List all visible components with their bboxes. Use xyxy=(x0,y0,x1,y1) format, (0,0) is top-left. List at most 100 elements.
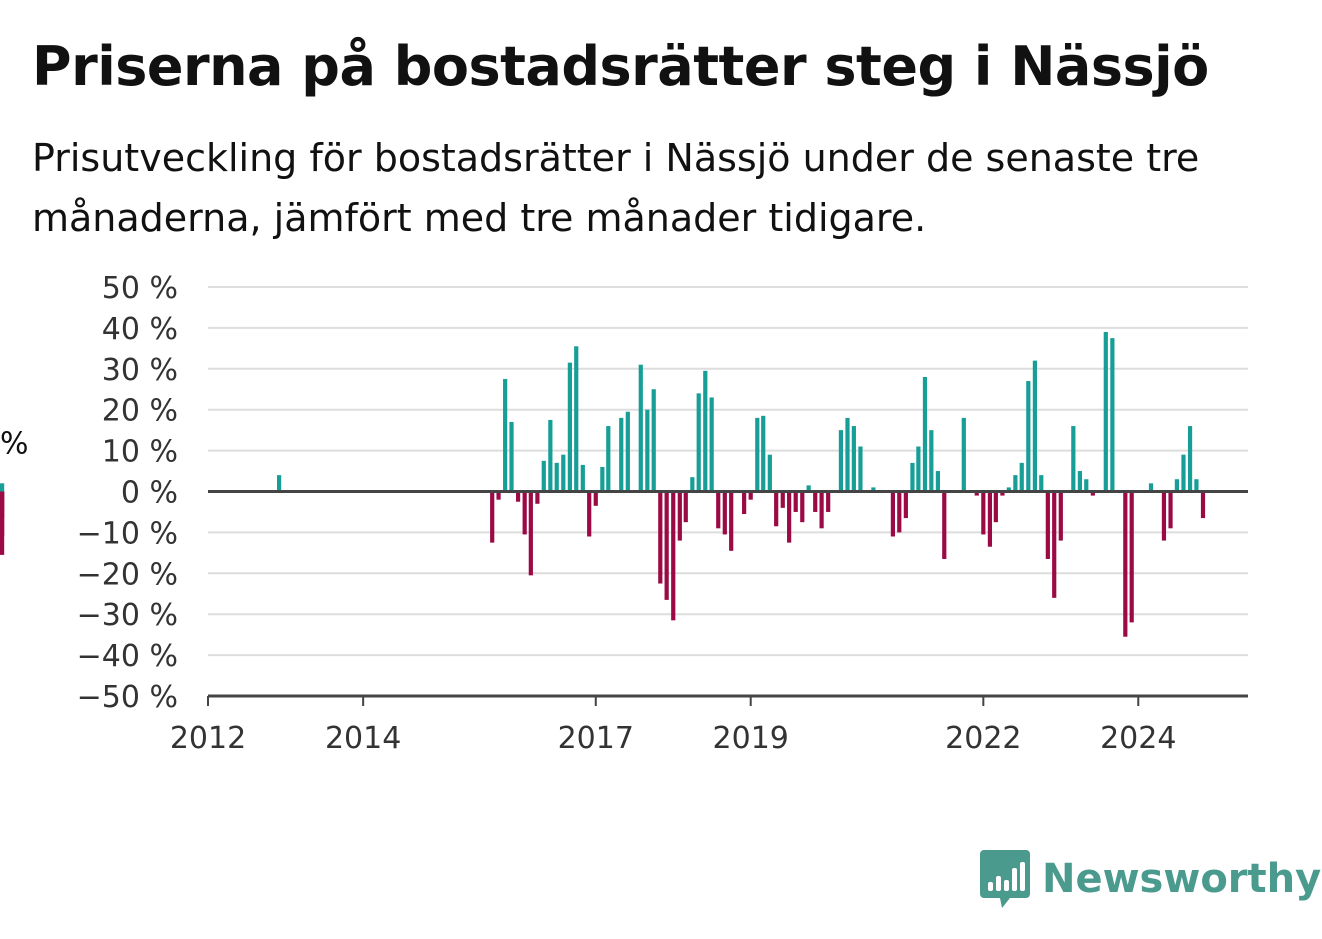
bar xyxy=(761,415,766,492)
bar xyxy=(593,491,598,506)
bar xyxy=(1123,491,1128,637)
bar xyxy=(742,491,747,514)
bar xyxy=(567,362,572,492)
bar xyxy=(755,417,760,492)
bar xyxy=(548,419,553,492)
bar xyxy=(922,376,928,492)
bar xyxy=(1168,491,1173,529)
bar xyxy=(683,491,688,523)
bar xyxy=(1103,331,1108,492)
bar xyxy=(490,491,495,543)
bar xyxy=(800,491,805,523)
bar xyxy=(522,491,527,535)
bar xyxy=(1071,426,1076,492)
bar xyxy=(1200,491,1206,519)
bar xyxy=(987,491,993,547)
bar xyxy=(1174,479,1179,492)
y-tick-label: 0 % xyxy=(121,476,178,511)
bar xyxy=(1129,491,1134,623)
bar xyxy=(780,491,785,508)
x-tick-label: 2014 xyxy=(325,721,401,756)
newsworthy-logo: Newsworthy xyxy=(980,850,1321,908)
bar xyxy=(903,491,908,519)
bar xyxy=(722,491,727,535)
bar xyxy=(871,487,876,492)
bar xyxy=(942,491,947,559)
bar xyxy=(974,491,979,496)
bar xyxy=(664,491,669,600)
bar xyxy=(1000,491,1005,496)
bar xyxy=(1026,381,1031,492)
bar xyxy=(651,389,656,492)
bar xyxy=(528,491,533,576)
bar-chart-speech-bubble-icon xyxy=(980,850,1030,908)
bar xyxy=(1110,338,1115,492)
bar xyxy=(677,491,682,541)
bar xyxy=(535,491,540,504)
chart-subtitle: Prisutveckling för bostadsrätter i Nässj… xyxy=(32,136,1200,240)
bar xyxy=(774,491,779,527)
bar xyxy=(0,483,5,492)
bar xyxy=(625,411,630,492)
bars xyxy=(0,331,1206,637)
y-tick-label: −10 % xyxy=(77,516,178,551)
bar xyxy=(826,491,831,512)
bar xyxy=(587,491,592,537)
brand-name: Newsworthy xyxy=(1042,856,1322,902)
bar xyxy=(1090,491,1095,496)
bar xyxy=(1052,491,1057,598)
x-tick-label: 2024 xyxy=(1100,721,1176,756)
x-tick-label: 2012 xyxy=(170,721,246,756)
bar xyxy=(606,426,611,492)
x-axis: 2012 2014 2017 2019 2022 2024 xyxy=(170,694,1248,756)
bar xyxy=(580,464,585,492)
bar xyxy=(748,491,753,500)
bar xyxy=(1077,471,1083,492)
bar xyxy=(1148,483,1154,492)
y-tick-label: −50 % xyxy=(77,680,178,715)
y-tick-label: −40 % xyxy=(77,639,178,674)
x-tick-label: 2019 xyxy=(713,721,789,756)
bar xyxy=(1194,479,1199,492)
x-tick-label: 2022 xyxy=(945,721,1021,756)
bar xyxy=(1019,462,1024,492)
y-tick-label: 50 % xyxy=(102,271,178,306)
bar xyxy=(716,491,721,529)
y-tick-label: 20 % xyxy=(102,394,178,429)
bar xyxy=(851,426,856,492)
bar xyxy=(1045,491,1050,559)
bar xyxy=(890,491,896,537)
x-tick-label: 2017 xyxy=(558,721,634,756)
bar xyxy=(638,364,643,492)
y-tick-label: −30 % xyxy=(77,598,178,633)
bar xyxy=(897,491,902,533)
bar xyxy=(729,491,734,551)
bar xyxy=(600,466,605,492)
bar xyxy=(503,379,508,492)
bar xyxy=(554,462,559,492)
y-tick-label: 10 % xyxy=(102,435,178,470)
bar xyxy=(1187,426,1193,492)
bar xyxy=(981,491,986,535)
bar xyxy=(1181,454,1186,492)
bar xyxy=(838,430,844,492)
bar xyxy=(961,417,966,492)
bar-chart: 50 % 40 % 30 % 20 % 10 % 0 % −10 % −20 % −30 % −4… xyxy=(0,271,1248,756)
bar xyxy=(0,491,5,519)
bar xyxy=(916,446,921,492)
y-tick-label: 40 % xyxy=(102,312,178,347)
bar xyxy=(1006,487,1011,492)
bar xyxy=(1039,475,1044,492)
y-tick-label: 30 % xyxy=(102,353,178,388)
bar xyxy=(658,491,663,584)
bar xyxy=(496,491,501,500)
bar xyxy=(696,393,701,492)
y-axis-ticks: 50 % 40 % 30 % 20 % 10 % 0 % −10 % −20 % −30 % −4… xyxy=(77,271,178,715)
bar xyxy=(806,485,811,492)
bar xyxy=(1032,360,1038,492)
bar xyxy=(690,477,695,492)
bar xyxy=(509,421,514,492)
bar xyxy=(561,454,566,492)
bar xyxy=(1161,491,1167,541)
bar xyxy=(574,346,579,492)
